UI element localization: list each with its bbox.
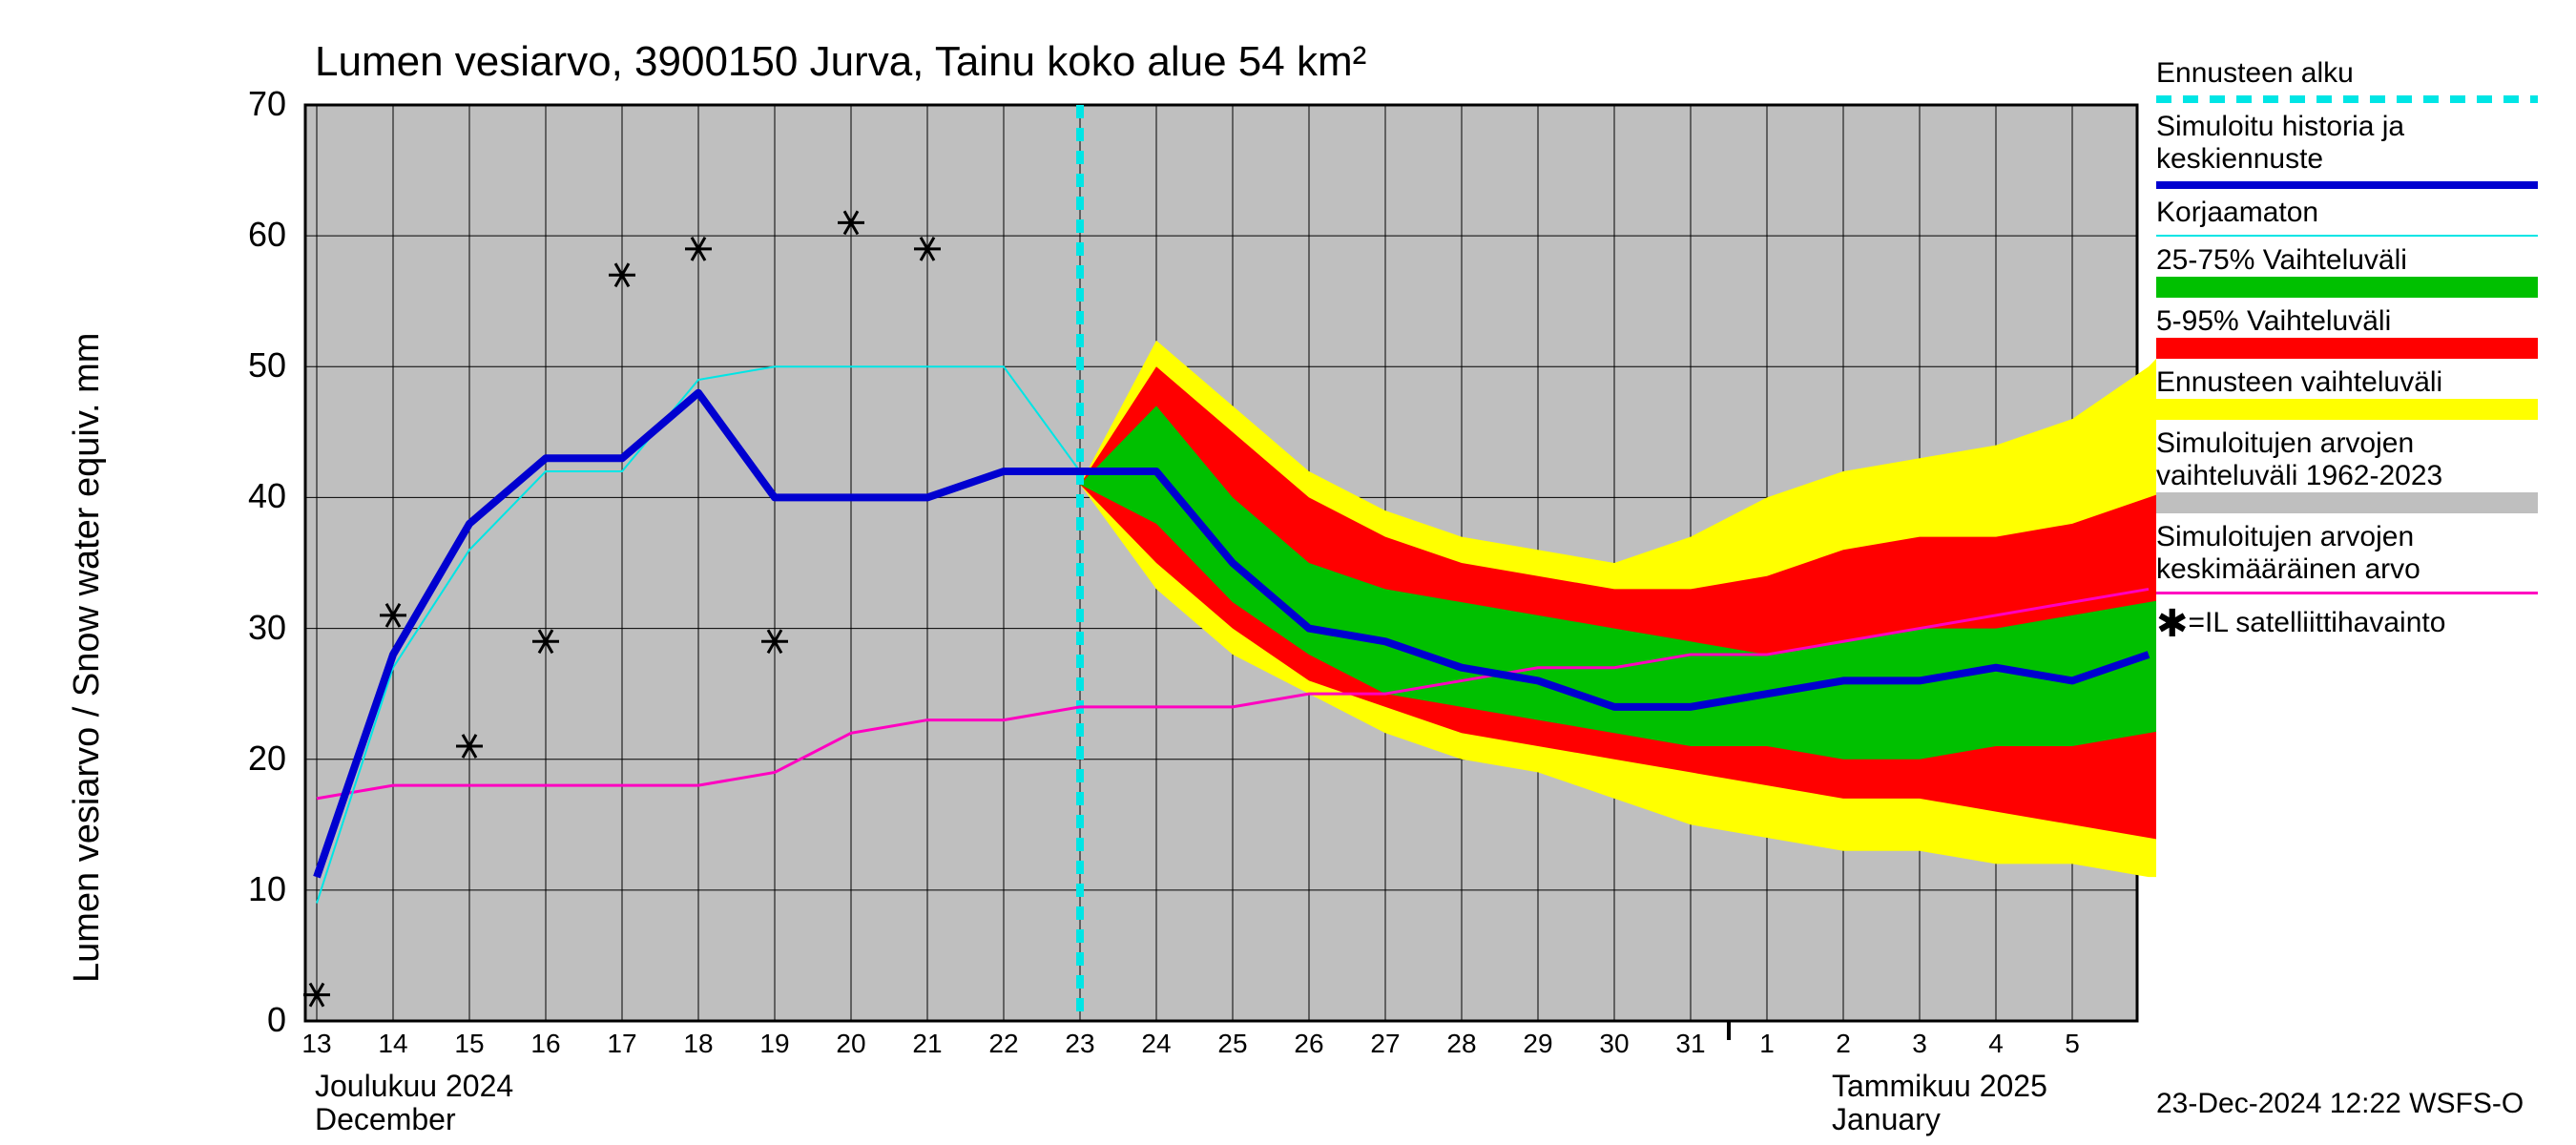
y-tick: 10 <box>219 869 286 909</box>
x-tick: 17 <box>598 1029 646 1059</box>
legend-item: ✱=IL satelliittihavainto <box>2156 602 2557 646</box>
legend-label: Ennusteen alku <box>2156 57 2557 90</box>
legend-label: Simuloitu historia ja <box>2156 111 2557 143</box>
x-tick: 29 <box>1514 1029 1562 1059</box>
y-tick: 40 <box>219 476 286 516</box>
x-tick: 19 <box>751 1029 799 1059</box>
y-tick: 70 <box>219 84 286 124</box>
legend-label: Ennusteen vaihteluväli <box>2156 366 2557 399</box>
month1-en: December <box>315 1102 456 1137</box>
x-tick: 20 <box>827 1029 875 1059</box>
month2-fi: Tammikuu 2025 <box>1832 1069 2047 1104</box>
legend-label: keskimääräinen arvo <box>2156 553 2557 586</box>
legend-swatch <box>2156 338 2538 359</box>
legend-label: 25-75% Vaihteluväli <box>2156 244 2557 277</box>
month2-en: January <box>1832 1102 1941 1137</box>
x-tick: 14 <box>369 1029 417 1059</box>
legend-swatch <box>2156 277 2538 298</box>
legend-item: Simuloitu historia jakeskiennuste <box>2156 111 2557 189</box>
x-tick: 16 <box>522 1029 570 1059</box>
legend-label: vaihteluväli 1962-2023 <box>2156 460 2557 492</box>
chart-title: Lumen vesiarvo, 3900150 Jurva, Tainu kok… <box>315 38 1366 86</box>
y-tick: 20 <box>219 739 286 779</box>
legend-label: keskiennuste <box>2156 143 2557 176</box>
legend-swatch <box>2156 399 2538 420</box>
legend-label: Simuloitujen arvojen <box>2156 427 2557 460</box>
x-tick: 24 <box>1132 1029 1180 1059</box>
legend-swatch <box>2156 592 2538 594</box>
footer-timestamp: 23-Dec-2024 12:22 WSFS-O <box>2156 1088 2524 1120</box>
legend-label: Simuloitujen arvojen <box>2156 521 2557 553</box>
x-tick: 21 <box>904 1029 951 1059</box>
legend-label: Korjaamaton <box>2156 197 2557 229</box>
x-tick: 27 <box>1361 1029 1409 1059</box>
legend-label: 5-95% Vaihteluväli <box>2156 305 2557 338</box>
x-tick: 18 <box>675 1029 722 1059</box>
y-axis-label: Lumen vesiarvo / Snow water equiv. mm <box>67 333 108 983</box>
x-tick: 22 <box>980 1029 1028 1059</box>
legend-item: Simuloitujen arvojenkeskimääräinen arvo <box>2156 521 2557 594</box>
legend-item: 5-95% Vaihteluväli <box>2156 305 2557 359</box>
legend-swatch <box>2156 235 2538 237</box>
x-tick: 1 <box>1743 1029 1791 1059</box>
legend-swatch <box>2156 95 2538 103</box>
y-tick: 30 <box>219 608 286 648</box>
x-tick: 15 <box>446 1029 493 1059</box>
x-tick: 2 <box>1819 1029 1867 1059</box>
x-tick: 3 <box>1896 1029 1943 1059</box>
x-tick: 4 <box>1972 1029 2020 1059</box>
x-tick: 26 <box>1285 1029 1333 1059</box>
legend-label: ✱=IL satelliittihavainto <box>2156 602 2557 646</box>
x-tick: 5 <box>2048 1029 2096 1059</box>
legend-swatch <box>2156 492 2538 513</box>
legend-swatch <box>2156 181 2538 189</box>
plot-area <box>286 86 2156 1040</box>
x-tick: 30 <box>1590 1029 1638 1059</box>
x-tick: 25 <box>1209 1029 1257 1059</box>
legend-item: Korjaamaton <box>2156 197 2557 237</box>
legend-item: Ennusteen vaihteluväli <box>2156 366 2557 420</box>
y-tick: 60 <box>219 215 286 255</box>
legend-item: Simuloitujen arvojenvaihteluväli 1962-20… <box>2156 427 2557 513</box>
x-tick: 28 <box>1438 1029 1485 1059</box>
month1-fi: Joulukuu 2024 <box>315 1069 513 1104</box>
y-tick: 0 <box>219 1000 286 1040</box>
legend-item: 25-75% Vaihteluväli <box>2156 244 2557 298</box>
x-tick: 31 <box>1667 1029 1714 1059</box>
legend-item: Ennusteen alku <box>2156 57 2557 103</box>
x-tick: 13 <box>293 1029 341 1059</box>
x-tick: 23 <box>1056 1029 1104 1059</box>
legend: Ennusteen alkuSimuloitu historia jakeski… <box>2156 57 2557 654</box>
y-tick: 50 <box>219 345 286 385</box>
